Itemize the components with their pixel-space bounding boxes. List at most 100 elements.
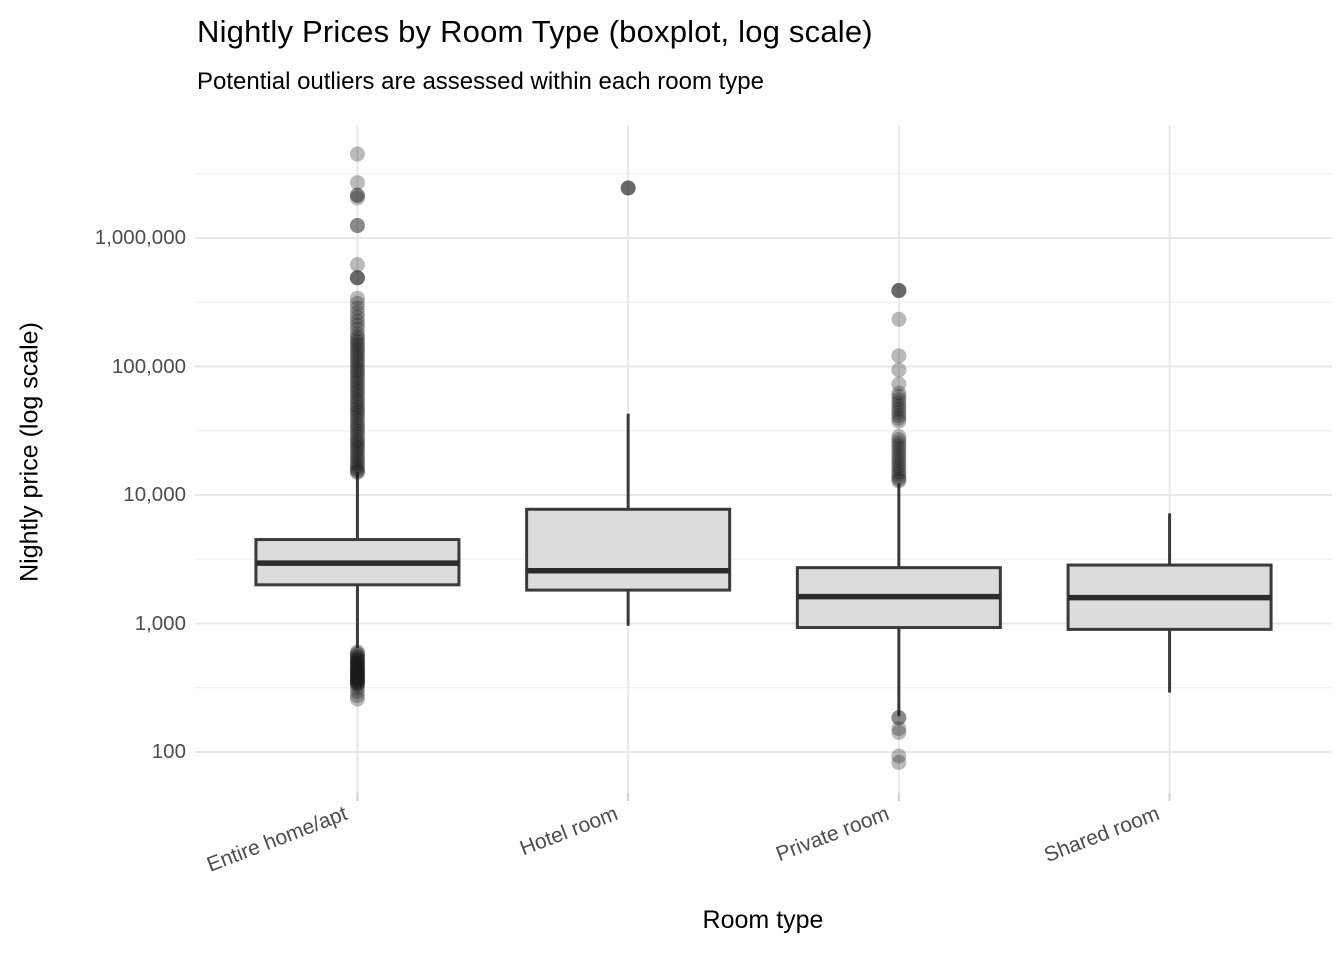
- outlier-point: [349, 309, 365, 325]
- outlier-point: [349, 365, 365, 381]
- outlier-point: [349, 347, 365, 363]
- outlier-point: [349, 645, 365, 661]
- outlier-point: [349, 270, 365, 286]
- outlier-point: [349, 652, 365, 668]
- x-axis-title: Room type: [702, 906, 824, 934]
- boxplot-private-room: [795, 283, 1002, 770]
- outlier-point: [349, 355, 365, 371]
- outlier-point: [349, 423, 365, 439]
- outlier-point: [349, 392, 365, 408]
- outlier-point: [349, 443, 365, 459]
- outlier-point: [349, 653, 365, 669]
- outlier-point: [349, 674, 365, 690]
- outlier-point: [349, 402, 365, 418]
- outlier-point: [891, 458, 907, 474]
- outlier-point: [349, 339, 365, 355]
- outlier-point: [891, 432, 907, 448]
- outlier-point: [349, 218, 365, 234]
- outlier-point: [349, 647, 365, 663]
- outlier-point: [349, 659, 365, 675]
- outlier-point: [349, 368, 365, 384]
- outlier-point: [891, 469, 907, 485]
- outlier-point: [891, 348, 907, 364]
- outlier-point: [349, 313, 365, 329]
- outlier-point: [349, 342, 365, 358]
- outlier-point: [349, 337, 365, 353]
- outlier-point: [349, 441, 365, 457]
- outlier-point: [349, 394, 365, 410]
- outlier-point: [891, 473, 907, 489]
- outlier-point: [349, 190, 365, 206]
- outlier-point: [349, 654, 365, 670]
- outlier-point: [891, 438, 907, 454]
- outlier-point: [891, 710, 907, 726]
- outlier-point: [891, 441, 907, 457]
- outlier-point: [349, 656, 365, 672]
- outlier-point: [891, 721, 907, 737]
- outlier-point: [349, 357, 365, 373]
- outlier-point: [349, 436, 365, 452]
- outlier-point: [620, 180, 636, 196]
- outlier-point: [349, 661, 365, 677]
- outlier-point: [349, 451, 365, 467]
- outlier-point: [891, 748, 907, 764]
- outlier-point: [349, 669, 365, 685]
- outlier-point: [349, 326, 365, 342]
- outlier-point: [891, 385, 907, 401]
- outlier-point: [891, 283, 907, 299]
- outlier-point: [349, 438, 365, 454]
- outlier-point: [349, 389, 365, 405]
- outlier-point: [891, 754, 907, 770]
- outlier-point: [349, 684, 365, 700]
- outlier-point: [349, 675, 365, 691]
- outlier-point: [349, 352, 365, 368]
- outlier-point: [349, 321, 365, 337]
- outlier-point: [349, 295, 365, 311]
- outlier-point: [349, 658, 365, 674]
- outlier-point: [349, 373, 365, 389]
- y-tick-label: 1,000: [134, 611, 186, 635]
- outlier-point: [891, 398, 907, 414]
- y-tick-label: 100: [151, 740, 186, 763]
- outlier-point: [349, 429, 365, 445]
- outlier-point: [349, 460, 365, 476]
- outlier-point: [349, 691, 365, 707]
- outlier-point: [891, 410, 907, 426]
- outlier-point: [349, 688, 365, 704]
- outlier-point: [891, 472, 907, 488]
- outlier-point: [349, 680, 365, 696]
- outlier-point: [349, 660, 365, 676]
- outlier-point: [349, 410, 365, 426]
- iqr-box: [525, 507, 732, 592]
- outlier-point: [891, 435, 907, 451]
- outlier-point: [891, 376, 907, 392]
- outlier-point: [891, 401, 907, 417]
- outlier-point: [349, 458, 365, 474]
- outlier-point: [891, 283, 907, 299]
- outlier-point: [349, 666, 365, 682]
- outlier-point: [349, 257, 365, 273]
- outlier-point: [349, 448, 365, 464]
- outlier-point: [349, 664, 365, 680]
- outlier-point: [349, 412, 365, 428]
- chart-title: Nightly Prices by Room Type (boxplot, lo…: [197, 14, 873, 49]
- outlier-point: [349, 664, 365, 680]
- outlier-point: [349, 187, 365, 203]
- outlier-point: [349, 399, 365, 415]
- outlier-point: [349, 378, 365, 394]
- outlier-point: [349, 386, 365, 402]
- outlier-point: [891, 395, 907, 411]
- outlier-point: [349, 317, 365, 333]
- outlier-point: [349, 270, 365, 286]
- outlier-point: [349, 446, 365, 462]
- outlier-point: [349, 672, 365, 688]
- boxplot-hotel-room: [525, 180, 732, 626]
- outlier-point: [891, 464, 907, 480]
- outlier-point: [891, 446, 907, 462]
- y-tick-label: 1,000,000: [94, 226, 186, 249]
- outlier-point: [349, 671, 365, 687]
- y-tick-label: 100,000: [111, 354, 186, 378]
- outlier-point: [349, 677, 365, 693]
